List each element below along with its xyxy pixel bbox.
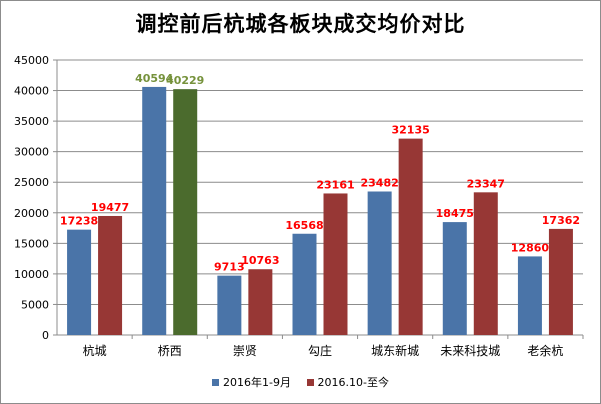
data-label: 23347 [467, 177, 505, 190]
bar-series-1 [142, 86, 167, 335]
y-tick-label: 20000 [14, 207, 49, 220]
bar-series-2 [173, 89, 198, 335]
bar-series-1 [217, 275, 242, 335]
bar-series-2 [248, 269, 273, 335]
bar-series-2 [98, 215, 123, 335]
legend-item-series-2: 2016.10-至今 [306, 374, 389, 390]
x-tick-label: 杭城 [83, 343, 107, 358]
legend: 2016年1-9月 2016.10-至今 [0, 374, 601, 390]
bar-series-1 [442, 222, 467, 335]
bar-series-1 [367, 191, 392, 335]
bar-series-2 [323, 193, 348, 335]
data-label: 9713 [214, 261, 245, 274]
y-tick-label: 30000 [14, 146, 49, 159]
data-label: 17238 [60, 215, 98, 228]
legend-swatch-series-2 [306, 378, 314, 386]
bar-series-1 [292, 233, 317, 335]
x-tick-label: 老余杭 [527, 343, 563, 358]
legend-item-series-1: 2016年1-9月 [212, 374, 291, 390]
data-label: 16568 [285, 219, 323, 232]
y-tick-label: 0 [42, 329, 49, 342]
bar-series-2 [548, 228, 573, 335]
y-tick-label: 40000 [14, 85, 49, 98]
x-tick-label: 勾庄 [308, 343, 332, 358]
bar-series-1 [517, 256, 542, 335]
y-tick-label: 45000 [14, 54, 49, 67]
data-label: 17362 [542, 214, 580, 227]
legend-swatch-series-1 [212, 378, 220, 386]
y-tick-label: 10000 [14, 268, 49, 281]
x-tick-label: 城东新城 [371, 343, 419, 358]
data-label: 40229 [166, 74, 204, 87]
legend-label-series-2: 2016.10-至今 [317, 376, 389, 389]
x-tick-label: 未来科技城 [440, 344, 500, 358]
bar-series-1 [67, 229, 92, 335]
data-label: 23482 [361, 176, 399, 189]
bar-series-2 [398, 138, 423, 335]
data-label: 40594 [135, 72, 174, 85]
data-label: 18475 [436, 207, 474, 220]
chart-title: 调控前后杭城各板块成交均价对比 [135, 11, 466, 36]
x-tick-label: 崇贤 [233, 344, 257, 358]
data-label: 10763 [241, 254, 279, 267]
data-label: 19477 [91, 201, 129, 214]
y-tick-label: 25000 [14, 176, 49, 189]
legend-label-series-1: 2016年1-9月 [223, 376, 291, 389]
y-tick-label: 35000 [14, 115, 49, 128]
x-tick-label: 桥西 [158, 344, 182, 358]
data-label: 32135 [392, 124, 430, 137]
data-label: 12860 [511, 241, 550, 254]
data-label: 23161 [316, 178, 354, 191]
y-tick-label: 5000 [21, 298, 49, 311]
bar-series-2 [473, 192, 498, 335]
y-tick-label: 15000 [14, 237, 49, 250]
